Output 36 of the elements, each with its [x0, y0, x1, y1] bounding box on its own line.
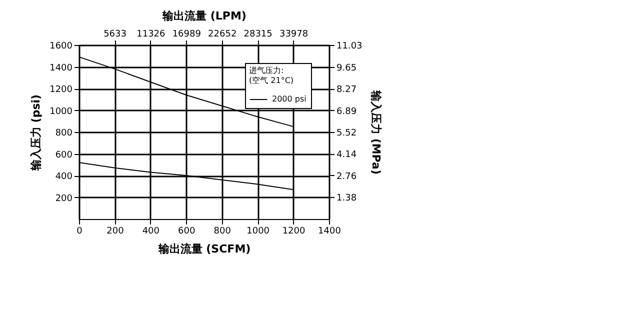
y-tick-label: 800 [55, 128, 73, 138]
x-tick-label: 1400 [318, 226, 342, 236]
y-axis-title: 输入压力 (psi) [30, 94, 43, 172]
y2-tick-label: 11.03 [336, 42, 362, 52]
y2-tick-label: 1.38 [336, 194, 357, 204]
x-tick-label: 0 [76, 226, 83, 236]
x2-tick-label: 33978 [279, 30, 308, 40]
y-tick-label: 200 [55, 194, 73, 204]
x2-tick-label: 28315 [244, 30, 272, 40]
x2-tick-label: 5633 [104, 30, 126, 40]
y2-tick-label: 5.52 [336, 128, 357, 138]
y2-tick-label: 6.89 [336, 106, 357, 117]
y-tick-label: 1400 [50, 63, 73, 74]
y2-tick-label: 8.27 [336, 85, 357, 96]
x2-tick-label: 11326 [136, 30, 166, 40]
x-tick-label: 800 [214, 226, 232, 236]
x-tick-label: 1000 [246, 226, 270, 236]
x-tick-label: 400 [142, 226, 160, 236]
x2-tick-label: 16989 [172, 30, 202, 40]
y2-axis-title: 输入压力 (MPa) [369, 89, 382, 175]
x2-tick-label: 22652 [208, 30, 237, 40]
y-tick-label: 1200 [50, 85, 73, 95]
y-tick-label: 400 [55, 172, 73, 182]
x-tick-label: 200 [106, 226, 124, 236]
y2-tick-label: 9.65 [336, 63, 357, 74]
y2-tick-label: 2.76 [336, 172, 357, 182]
x-tick-label: 1200 [282, 226, 306, 236]
legend-label: 2000 psi [272, 94, 306, 104]
x-axis-title: 输出流量 (SCFM) [157, 242, 251, 256]
y-tick-label: 1600 [50, 42, 73, 52]
x-tick-label: 600 [178, 226, 196, 236]
legend-title: 进气压力: (空气 21°C) [249, 66, 294, 85]
y2-tick-label: 4.14 [336, 150, 357, 160]
x2-axis-title: 输出流量 (LPM) [162, 10, 246, 22]
y-tick-label: 600 [55, 150, 73, 160]
y-tick-label: 1000 [50, 106, 73, 117]
